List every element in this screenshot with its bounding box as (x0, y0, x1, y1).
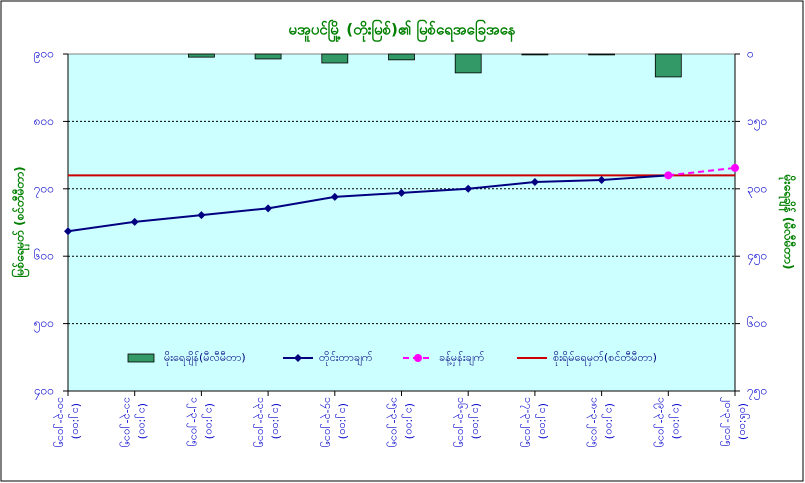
marker (664, 171, 673, 180)
x-tick-label: ၁၇-၃-၂၀၁၅ (520, 397, 535, 447)
marker (597, 176, 606, 185)
bar (187, 53, 215, 58)
line-series (668, 166, 736, 177)
x-tick-label: ၁၅-၃-၂၀၁၅ (387, 397, 402, 447)
x-tick-label: (၁၂:၀၀) (602, 403, 617, 439)
legend-swatch (127, 353, 155, 363)
x-tick-label: ၁၀-၃-၂၀၁၅ (53, 397, 68, 447)
bar (388, 53, 415, 61)
y2-tick-label: ၃၀၀ (747, 181, 767, 198)
marker (330, 192, 339, 201)
x-tick-label: ၁၁-၃-၂၀၁၅ (120, 397, 135, 447)
y-tick-label: ၅၀၀ (34, 316, 54, 333)
bar (454, 53, 482, 74)
y2-tick-label: ၆၀၀ (747, 315, 767, 330)
x-tick-label: ၁၈-၃-၂၀၁၅ (587, 397, 602, 448)
x-tick-label: (၁၂:၀၀) (668, 403, 683, 439)
y2-tick-label: ၄၅၀ (747, 249, 767, 266)
y-tick-label: ၆၀၀ (34, 248, 54, 263)
y-tick-label: ၄၀၀ (34, 384, 54, 401)
legend-label: တိုင်းတာချက် (319, 351, 373, 366)
x-tick-label: ၁၉-၃-၂၀၁၅ (653, 397, 668, 447)
marker (197, 211, 206, 220)
marker (464, 184, 473, 193)
line-series (67, 174, 669, 233)
legend-label: စိုးရိမ်ရေမှတ်(စင်တီမီတာ) (553, 351, 657, 366)
legend-label: ခန့်မှန်းချက် (439, 351, 485, 366)
x-tick-label: (၀၆:၀၀) (737, 403, 750, 440)
x-tick-label: (၁၂:၀၀) (268, 403, 283, 439)
marker (731, 163, 739, 172)
x-tick-label: ၁၆-၃-၂၀၁၅ (453, 397, 468, 447)
marker (64, 227, 72, 236)
marker (294, 354, 302, 362)
x-tick-label: (၁၂:၀၀) (201, 403, 216, 439)
y-tick-label: ၉၀၀ (34, 47, 54, 64)
x-tick-label: (၁၂:၀၀) (68, 403, 83, 439)
y2-axis-title: မိုးရေချိန် (မီလီမီတာ) (778, 174, 798, 270)
bar (521, 53, 549, 56)
bar (254, 53, 282, 60)
x-tick-label: (၁၂:၀၀) (535, 403, 550, 439)
x-tick-label: (၁၂:၀၀) (468, 403, 483, 439)
plot-area (67, 53, 736, 392)
legend-label: မိုးရေချိန်(မီလီမီတာ) (164, 351, 246, 366)
bar (321, 53, 349, 64)
x-tick-label: (၁၂:၀၀) (402, 403, 417, 439)
marker (264, 204, 273, 213)
marker (530, 178, 539, 187)
y2-tick-label: ၀ (747, 47, 754, 61)
y-tick-label: ၈၀၀ (34, 114, 54, 128)
x-tick-label: (၁၂:၀၀) (335, 403, 350, 439)
marker (130, 217, 139, 226)
x-tick-label: ၁၂-၃-၂၀၁၅ (186, 397, 201, 447)
x-tick-label: (၁၂:၀၀) (135, 403, 150, 439)
y-tick-label: ၇၀၀ (34, 181, 54, 198)
x-tick-label: ၁၄-၃-၂၀၁၅ (320, 397, 335, 447)
marker (414, 354, 422, 362)
bar (654, 53, 682, 78)
bar (588, 53, 615, 56)
y2-tick-label: ၇၅၀ (747, 384, 767, 401)
x-tick-label: ၂၀-၃-၂၀၁၅ (720, 397, 735, 447)
x-tick-label: ၁၃-၃-၂၀၁၅ (253, 397, 268, 447)
y-axis-title: မြစ်ရေမှတ် (စင်တီမီတာ) (10, 166, 31, 277)
marker (397, 188, 406, 197)
y2-tick-label: ၁၅၀ (747, 114, 767, 131)
